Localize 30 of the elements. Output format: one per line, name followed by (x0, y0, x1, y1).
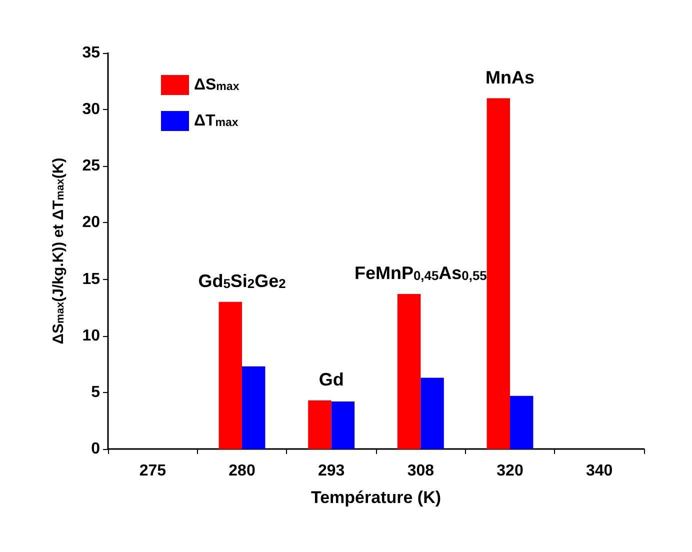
y-tick-label: 20 (82, 214, 100, 232)
y-tick-label: 0 (91, 440, 100, 458)
x-tick-label: 340 (586, 462, 613, 480)
annotation: Gd (318, 369, 344, 390)
annotation: MnAs (486, 67, 534, 88)
x-tick-label: 293 (318, 462, 345, 480)
y-tick-label: 10 (82, 327, 100, 344)
legend-label: ΔSmax (194, 76, 240, 94)
bar (242, 366, 266, 449)
y-tick-label: 35 (82, 44, 100, 62)
annotation: FeMnP0,45As0,55 (354, 262, 487, 283)
bar (397, 294, 421, 449)
bar (331, 401, 355, 449)
bar (486, 98, 510, 449)
y-tick-label: 5 (91, 384, 100, 401)
y-axis-title: ΔSmax(J/kg.K)) et ΔTmax(K) (50, 158, 67, 344)
legend-label: ΔTmax (194, 112, 239, 130)
x-tick-label: 308 (407, 462, 434, 480)
x-tick-label: 320 (496, 462, 524, 480)
bar (218, 302, 242, 449)
bar (420, 378, 444, 449)
x-tick-label: 275 (139, 462, 166, 480)
bar (510, 396, 534, 449)
y-tick-label: 25 (82, 158, 100, 175)
y-tick-label: 15 (82, 270, 100, 288)
x-axis-title: Température (K) (310, 488, 442, 507)
x-tick-label: 280 (228, 462, 256, 480)
annotation: Gd5Si2Ge2 (198, 270, 286, 291)
y-tick-label: 30 (82, 101, 100, 118)
bar (308, 400, 332, 449)
